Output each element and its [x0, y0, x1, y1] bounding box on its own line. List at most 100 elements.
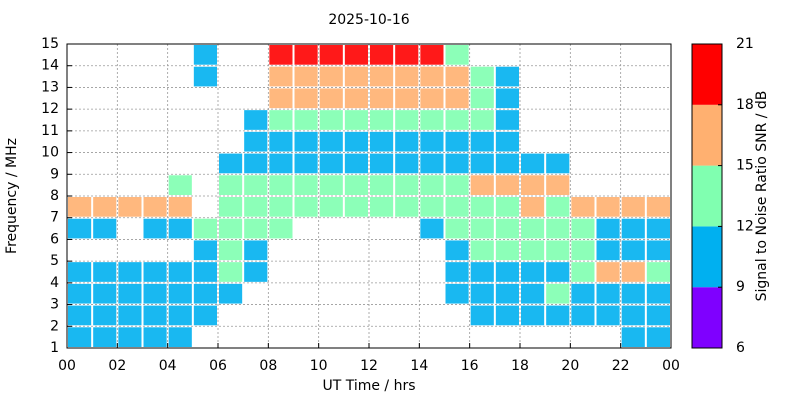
heatmap-cell — [495, 110, 519, 130]
heatmap-cell — [445, 240, 469, 261]
heatmap-cell — [269, 88, 293, 109]
heatmap-cell — [93, 218, 117, 239]
heatmap-cell — [244, 131, 268, 152]
x-axis-label: UT Time / hrs — [322, 378, 415, 394]
heatmap-cell — [168, 305, 192, 326]
heatmap-cell — [470, 88, 494, 109]
heatmap-cell — [219, 153, 243, 174]
heatmap-cell — [596, 240, 620, 261]
y-tick-label: 14 — [41, 58, 59, 74]
heatmap-cell — [470, 197, 494, 217]
heatmap-cell — [193, 45, 217, 65]
heatmap-cell — [420, 153, 444, 174]
heatmap-cell — [445, 131, 469, 152]
colorbar-tick-label: 9 — [736, 279, 745, 295]
heatmap-cell — [621, 283, 645, 304]
y-tick-label: 12 — [41, 101, 59, 117]
heatmap-cell — [219, 240, 243, 261]
heatmap-cell — [370, 131, 394, 152]
heatmap-cell — [470, 262, 494, 282]
heatmap-cell — [319, 153, 343, 174]
heatmap-cell — [244, 218, 268, 239]
colorbar-tick-label: 12 — [736, 218, 754, 234]
heatmap-cell — [646, 283, 670, 304]
heatmap-cell — [521, 283, 545, 304]
y-tick-label: 7 — [50, 210, 59, 226]
heatmap-cell — [344, 45, 368, 65]
heatmap-cell — [344, 197, 368, 217]
chart-title: 2025-10-16 — [328, 12, 409, 28]
heatmap-cell — [294, 110, 318, 130]
heatmap-cell — [269, 175, 293, 195]
heatmap-cell — [646, 262, 670, 282]
heatmap-cell — [420, 131, 444, 152]
heatmap-cell — [395, 110, 419, 130]
heatmap-cell — [495, 218, 519, 239]
heatmap-cell — [93, 262, 117, 282]
heatmap-cell — [546, 262, 570, 282]
heatmap-cell — [294, 175, 318, 195]
heatmap-cell — [571, 283, 595, 304]
y-tick-label: 11 — [41, 123, 59, 139]
heatmap-cell — [445, 175, 469, 195]
heatmap-cell — [370, 88, 394, 109]
y-tick-label: 8 — [50, 188, 59, 204]
x-tick-label: 10 — [310, 358, 328, 374]
x-tick-label: 04 — [159, 358, 177, 374]
heatmap-cell — [646, 327, 670, 347]
heatmap-cell — [646, 197, 670, 217]
heatmap-cell — [470, 175, 494, 195]
x-tick-label: 22 — [612, 358, 630, 374]
heatmap-cell — [470, 110, 494, 130]
heatmap-cell — [370, 66, 394, 87]
heatmap-cell — [269, 66, 293, 87]
heatmap-cell — [244, 262, 268, 282]
heatmap-cell — [596, 218, 620, 239]
heatmap-cell — [168, 197, 192, 217]
heatmap-cell — [420, 45, 444, 65]
heatmap-cell — [370, 110, 394, 130]
y-tick-label: 15 — [41, 36, 59, 52]
heatmap-cell — [395, 131, 419, 152]
heatmap-cell — [269, 197, 293, 217]
heatmap-cell — [68, 305, 92, 326]
heatmap-cell — [621, 218, 645, 239]
heatmap-cell — [269, 218, 293, 239]
heatmap-cell — [571, 305, 595, 326]
heatmap-cell — [244, 110, 268, 130]
x-tick-label: 18 — [511, 358, 529, 374]
y-tick-label: 10 — [41, 145, 59, 161]
heatmap-cell — [445, 66, 469, 87]
heatmap-cell — [219, 197, 243, 217]
heatmap-cell — [68, 283, 92, 304]
heatmap-cell — [269, 131, 293, 152]
y-tick-label: 1 — [50, 340, 59, 356]
heatmap-cell — [294, 197, 318, 217]
heatmap-cell — [294, 153, 318, 174]
y-tick-label: 2 — [50, 318, 59, 334]
x-tick-label: 12 — [360, 358, 378, 374]
heatmap-cell — [596, 305, 620, 326]
heatmap-cell — [244, 240, 268, 261]
plot-frame — [66, 43, 672, 349]
heatmap-cell — [495, 66, 519, 87]
heatmap-cell — [193, 66, 217, 87]
x-tick-label: 02 — [108, 358, 126, 374]
heatmap-cell — [596, 262, 620, 282]
heatmap-cell — [319, 88, 343, 109]
heatmap-cell — [571, 240, 595, 261]
heatmap-cell — [244, 175, 268, 195]
x-tick-label: 16 — [461, 358, 479, 374]
heatmap-cell — [495, 131, 519, 152]
y-axis-label: Frequency / MHz — [4, 138, 20, 254]
y-tick-label: 6 — [50, 231, 59, 247]
heatmap-cell — [193, 240, 217, 261]
heatmap-cell — [319, 197, 343, 217]
heatmap-cell — [521, 153, 545, 174]
heatmap-cell — [344, 66, 368, 87]
heatmap-cell — [495, 305, 519, 326]
heatmap-cell — [143, 218, 167, 239]
y-tick-label: 9 — [50, 166, 59, 182]
heatmap-cell — [420, 66, 444, 87]
heatmap-cell — [244, 197, 268, 217]
